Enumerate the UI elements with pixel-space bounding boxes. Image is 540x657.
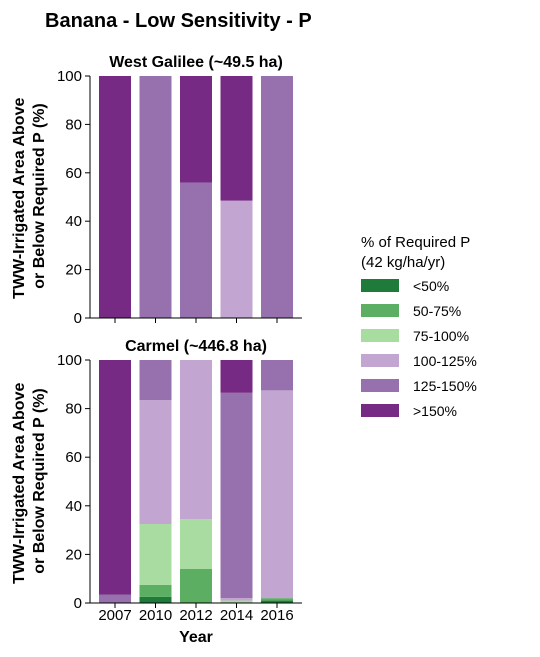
legend-label-3: 100-125% (413, 353, 477, 369)
x-tick-label-2016: 2016 (260, 607, 293, 624)
legend: % of Required P (42 kg/ha/yr) <50% 50-75%… (361, 234, 477, 419)
bar-segment-0-2016-4 (261, 76, 293, 318)
bar-segment-1-2016-0 (261, 600, 293, 603)
panel-title-carmel: Carmel (~446.8 ha) (125, 338, 267, 355)
bar-segment-1-2010-1 (139, 584, 172, 597)
bar-segment-0-2012-5 (180, 76, 212, 183)
legend-swatch-5 (361, 404, 399, 417)
panel-title-west-galilee: West Galilee (~49.5 ha) (109, 54, 283, 71)
y-tick-label-1-2: 40 (65, 498, 82, 515)
legend-label-5: >150% (413, 403, 457, 419)
bar-segment-1-2014-2 (220, 600, 253, 603)
bar-segment-0-2012-4 (180, 182, 212, 318)
legend-label-1: 50-75% (413, 303, 461, 319)
bar-segment-1-2014-3 (220, 598, 253, 601)
y-axis-label-top-line1: TWW-Irrigated Area Above (11, 98, 28, 299)
bar-segment-1-2007-4 (99, 594, 131, 603)
x-tick-label-2010: 2010 (139, 607, 172, 624)
x-tick-label-2014: 2014 (220, 607, 253, 624)
y-tick-label-1-4: 80 (65, 401, 82, 418)
y-axis-label-bottom-line1: TWW-Irrigated Area Above (11, 383, 28, 584)
y-axis-label-bottom-line2: or Below Required P (%) (31, 388, 48, 574)
panel-west-galilee: West Galilee (~49.5 ha) TWW-Irrigated Ar… (11, 54, 302, 327)
bar-segment-1-2012-3 (180, 360, 212, 520)
bar-segment-0-2010-4 (139, 76, 172, 318)
bar-segment-1-2010-4 (139, 360, 172, 401)
legend-label-4: 125-150% (413, 378, 477, 394)
legend-swatch-1 (361, 304, 399, 317)
legend-swatch-2 (361, 329, 399, 342)
legend-title-line2: (42 kg/ha/yr) (361, 254, 445, 271)
y-tick-label-1-5: 100 (57, 352, 82, 369)
bar-segment-0-2014-5 (220, 76, 253, 201)
legend-swatch-3 (361, 354, 399, 367)
panel-carmel: Carmel (~446.8 ha) TWW-Irrigated Area Ab… (11, 338, 302, 646)
legend-label-0: <50% (413, 278, 449, 294)
bar-segment-1-2010-0 (139, 596, 172, 603)
y-axis-label-bottom: TWW-Irrigated Area Above or Below Requir… (11, 378, 48, 584)
bar-segment-1-2014-5 (220, 360, 253, 393)
y-tick-label-0-2: 40 (65, 213, 82, 230)
y-axis-label-top-line2: or Below Required P (%) (31, 103, 48, 289)
y-tick-label-0-4: 80 (65, 116, 82, 133)
bar-segment-1-2007-5 (99, 360, 131, 595)
bar-segment-1-2012-1 (180, 568, 212, 603)
y-tick-label-1-0: 0 (74, 595, 82, 612)
x-tick-label-2007: 2007 (98, 607, 131, 624)
y-tick-label-0-0: 0 (74, 310, 82, 327)
bar-segment-1-2010-2 (139, 524, 172, 585)
bar-segment-1-2016-3 (261, 390, 293, 599)
x-tick-label-2012: 2012 (179, 607, 212, 624)
y-tick-label-1-1: 20 (65, 546, 82, 563)
legend-swatch-4 (361, 379, 399, 392)
bar-segment-1-2016-1 (261, 598, 293, 601)
bar-segment-0-2014-3 (220, 200, 253, 318)
legend-title-line1: % of Required P (361, 234, 470, 251)
y-tick-label-1-3: 60 (65, 449, 82, 466)
y-tick-label-0-3: 60 (65, 165, 82, 182)
bar-segment-0-2007-5 (99, 76, 131, 318)
bar-segment-1-2010-3 (139, 400, 172, 525)
bar-segment-1-2012-2 (180, 519, 212, 569)
chart-title: Banana - Low Sensitivity - P (45, 10, 312, 32)
y-tick-label-0-1: 20 (65, 262, 82, 279)
bar-segment-1-2016-4 (261, 360, 293, 391)
y-axis-label-top: TWW-Irrigated Area Above or Below Requir… (11, 93, 48, 299)
bar-segment-1-2014-4 (220, 392, 253, 599)
x-axis-label: Year (179, 629, 213, 646)
legend-swatch-0 (361, 279, 399, 292)
legend-label-2: 75-100% (413, 328, 469, 344)
y-tick-label-0-5: 100 (57, 68, 82, 85)
